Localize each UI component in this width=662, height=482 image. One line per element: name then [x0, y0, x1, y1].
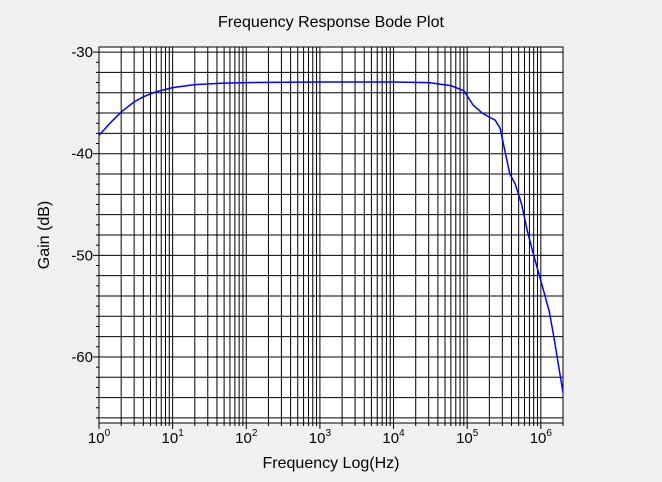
- y-tick-label: -60: [71, 349, 93, 366]
- x-tick-label: 104: [382, 428, 405, 447]
- x-tick-label: 102: [235, 428, 258, 447]
- x-tick-labels: 100 101 102 103 104 105 106: [88, 428, 553, 447]
- grid-lines: [93, 47, 564, 429]
- y-tick-label: -40: [71, 146, 93, 163]
- y-tick-label: -30: [71, 44, 93, 61]
- y-axis-label: Gain (dB): [36, 201, 53, 269]
- y-tick-labels: -30 -40 -50 -60: [71, 44, 93, 366]
- x-tick-label: 103: [309, 428, 332, 447]
- x-tick-label: 106: [530, 428, 553, 447]
- x-axis-label: Frequency Log(Hz): [263, 455, 400, 472]
- chart-title: Frequency Response Bode Plot: [218, 14, 444, 31]
- x-tick-label: 101: [162, 428, 185, 447]
- x-tick-label: 105: [456, 428, 479, 447]
- y-tick-label: -50: [71, 247, 93, 264]
- x-tick-label: 100: [88, 428, 111, 447]
- gain-curve: [98, 81, 564, 393]
- data-series: [98, 81, 564, 393]
